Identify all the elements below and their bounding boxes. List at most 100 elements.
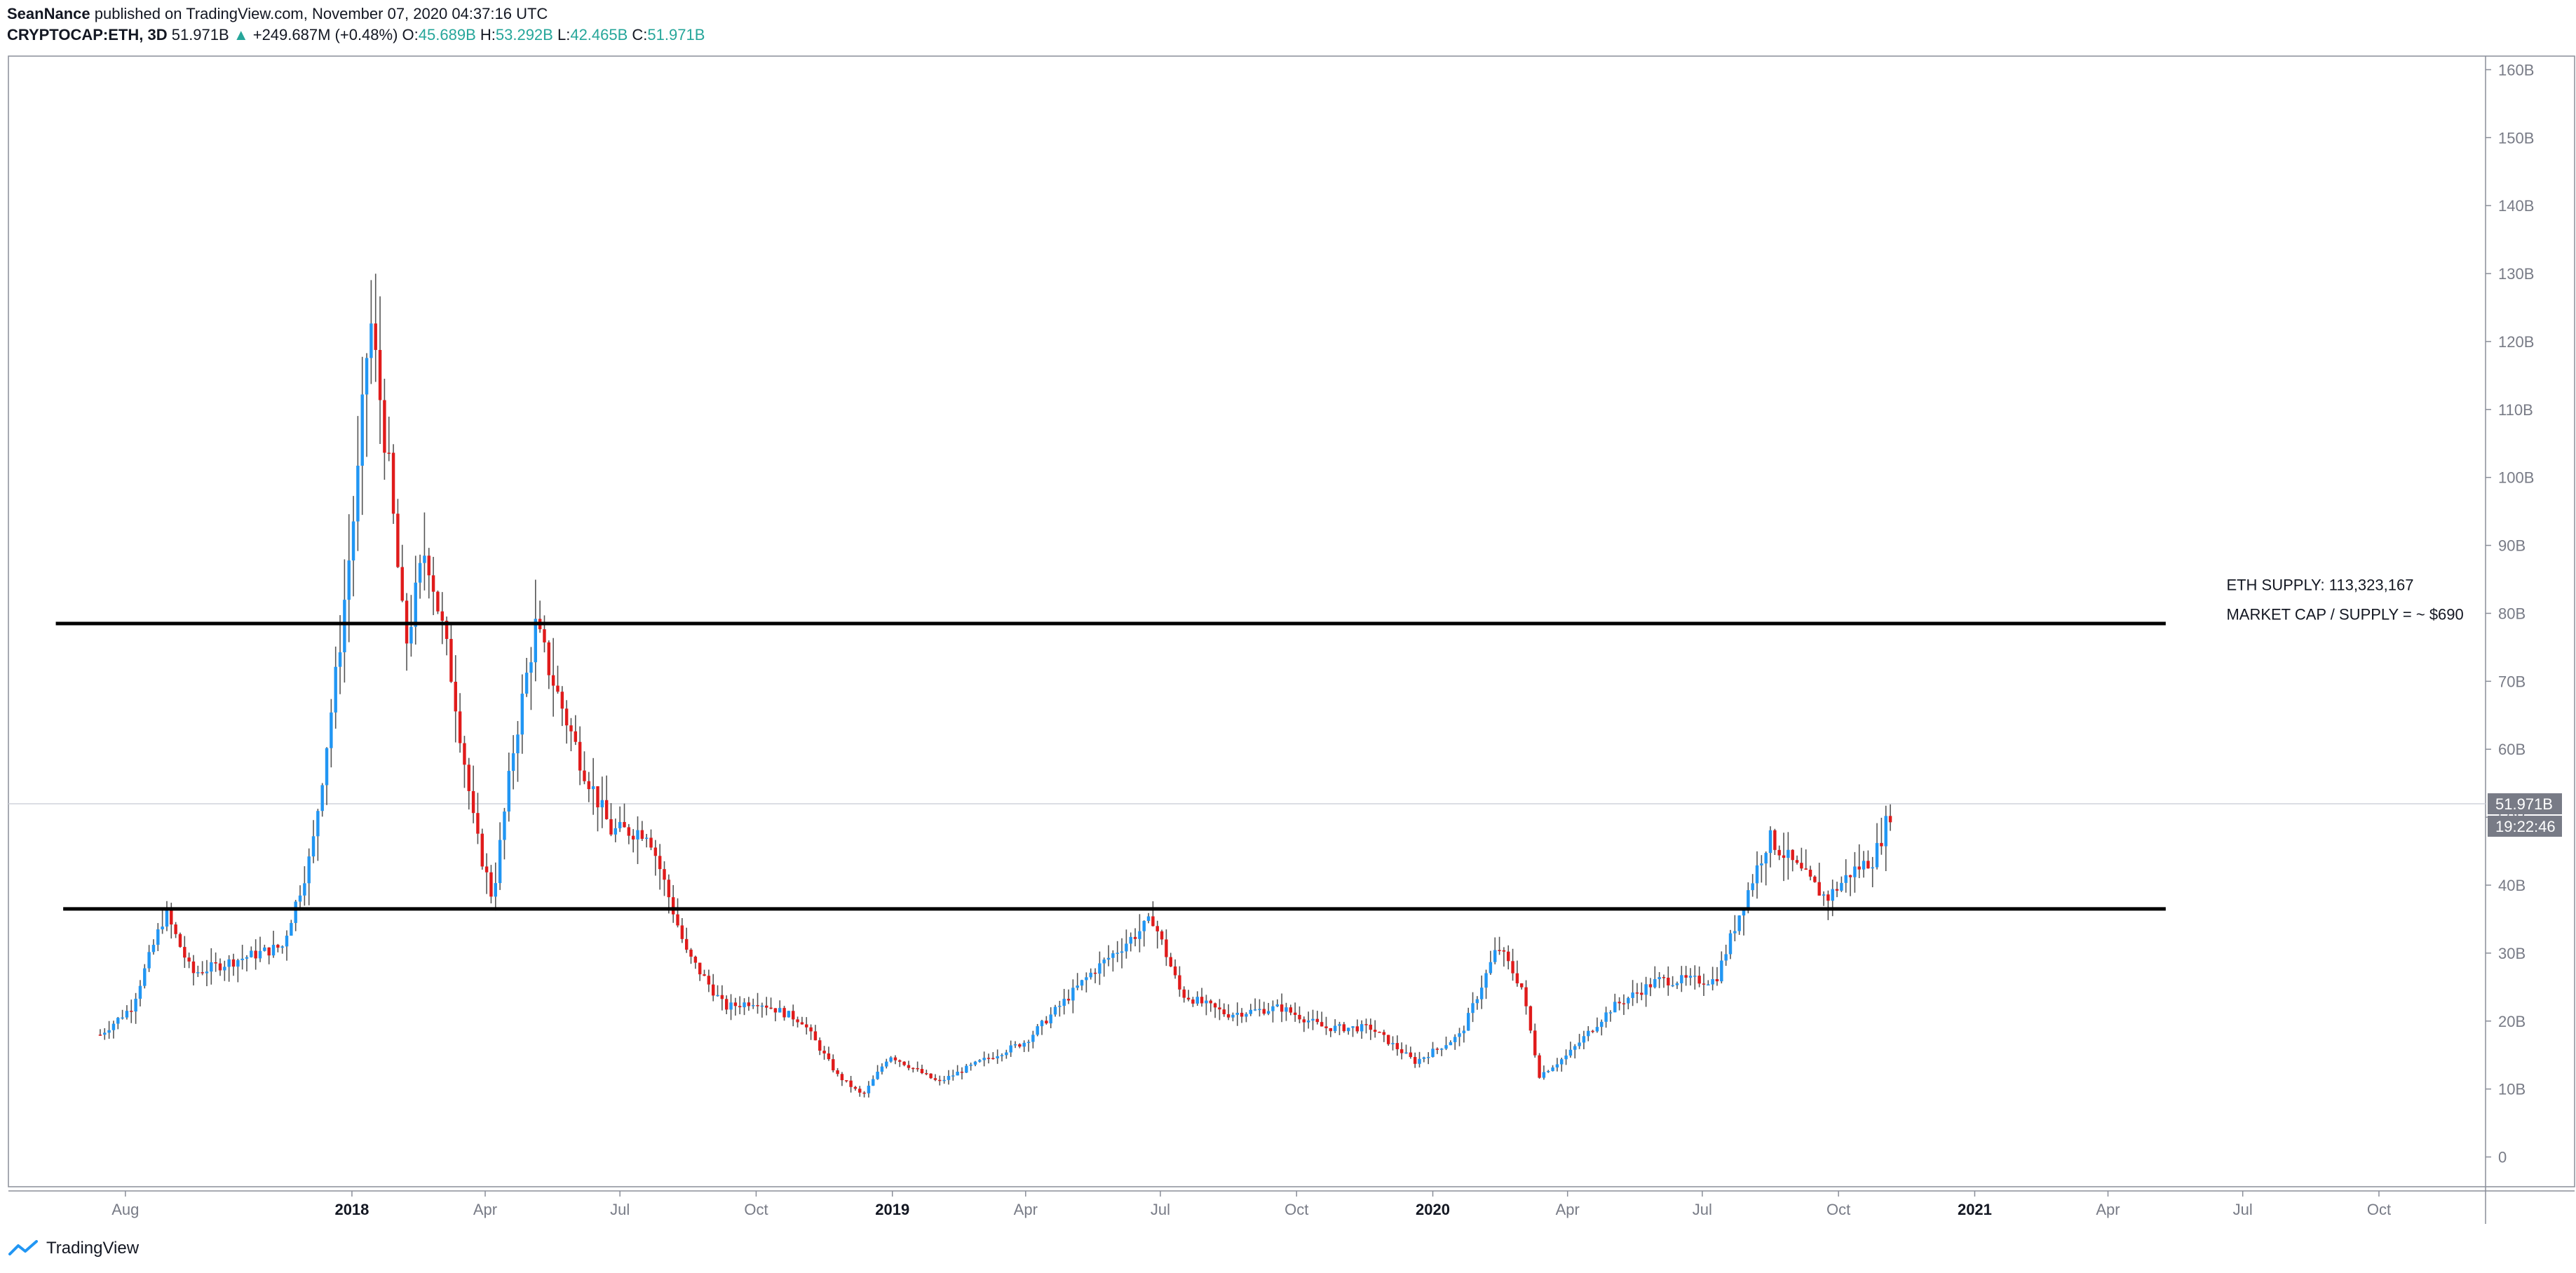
x-tick-label: 2020	[1416, 1201, 1450, 1218]
candle-up	[1022, 1042, 1026, 1047]
candle-down	[609, 819, 613, 835]
candle-up	[1333, 1025, 1337, 1032]
candle-down	[1511, 961, 1514, 974]
candle-down	[827, 1053, 831, 1060]
published-text: published on TradingView.com, November 0…	[94, 5, 548, 22]
author-name[interactable]: SeanNance	[7, 5, 90, 22]
x-tick-label: Apr	[2096, 1201, 2120, 1218]
x-tick-label: 2018	[334, 1201, 369, 1218]
candle-down	[858, 1089, 862, 1093]
candle-up	[1560, 1059, 1564, 1065]
candle-up	[121, 1017, 124, 1019]
candle-up	[205, 971, 209, 974]
candle-up	[1484, 973, 1488, 988]
candle-down	[1155, 926, 1159, 931]
candle-down	[1515, 973, 1519, 984]
candle-down	[183, 947, 187, 958]
candle-down	[374, 323, 377, 350]
candle-up	[1049, 1014, 1052, 1024]
candle-down	[756, 1005, 759, 1006]
candle-down	[1169, 957, 1172, 966]
candle-up	[1026, 1042, 1031, 1043]
candle-up	[885, 1061, 888, 1067]
candle-up	[1613, 1002, 1617, 1013]
candle-up	[1680, 975, 1683, 983]
candle-up	[1844, 875, 1848, 883]
candle-down	[1329, 1028, 1333, 1032]
candle-up	[529, 662, 533, 673]
candle-up	[503, 811, 506, 840]
candle-up	[325, 748, 329, 786]
y-tick-label: 40B	[2498, 877, 2526, 894]
candle-up	[1098, 963, 1101, 974]
candle-down	[1173, 966, 1177, 976]
candle-down	[703, 974, 706, 976]
candle-up	[498, 840, 502, 884]
candle-down	[1848, 875, 1852, 877]
candle-down	[1524, 987, 1528, 1006]
candle-down	[1667, 977, 1670, 985]
x-tick-label: Apr	[1014, 1201, 1038, 1218]
candle-down	[698, 962, 702, 975]
candle-up	[1489, 962, 1493, 974]
candle-down	[1226, 1014, 1231, 1018]
candle-down	[907, 1065, 911, 1068]
candle-up	[1724, 954, 1728, 961]
candle-down	[658, 856, 662, 870]
candle-down	[640, 830, 644, 839]
x-tick-label: 2021	[1958, 1201, 1992, 1218]
candle-down	[1795, 860, 1799, 863]
y-tick-label: 100B	[2498, 469, 2534, 487]
candle-down	[676, 914, 679, 926]
candle-up	[320, 785, 324, 811]
candle-down	[1777, 849, 1781, 856]
candle-down	[832, 1059, 835, 1071]
candle-down	[667, 880, 671, 898]
candle-up	[524, 673, 529, 694]
candle-up	[1346, 1028, 1350, 1032]
candle-up	[1142, 921, 1146, 931]
candle-up	[1471, 1003, 1475, 1013]
candle-up	[1431, 1049, 1435, 1057]
candle-down	[1151, 916, 1155, 927]
candle-down	[604, 800, 609, 819]
candle-up	[867, 1085, 871, 1093]
candle-up	[1884, 816, 1887, 847]
candle-down	[1262, 1009, 1266, 1014]
candle-up	[1205, 1000, 1208, 1004]
candle-up	[103, 1032, 107, 1035]
candle-down	[773, 1008, 778, 1013]
candle-down	[560, 692, 564, 709]
up-arrow-icon: ▲	[233, 26, 249, 43]
candle-up	[760, 1005, 764, 1007]
footer-brand[interactable]: TradingView	[8, 1239, 139, 1258]
last-value: 51.971B	[171, 26, 229, 43]
candle-down	[911, 1067, 915, 1070]
candle-down	[587, 781, 591, 790]
candle-down	[1315, 1018, 1320, 1023]
symbol-label[interactable]: CRYPTOCAP:ETH, 3D	[7, 26, 168, 43]
candle-down	[1622, 1003, 1626, 1004]
candle-down	[1066, 999, 1071, 1001]
candle-down	[1209, 1000, 1212, 1004]
candle-up	[729, 1002, 733, 1010]
y-tick-label: 110B	[2498, 401, 2533, 419]
candle-down	[436, 591, 440, 612]
candle-up	[1391, 1043, 1395, 1044]
candle-up	[1711, 978, 1714, 985]
y-tick-label: 20B	[2498, 1013, 2526, 1030]
candle-up	[360, 394, 364, 466]
candle-up	[1764, 853, 1768, 864]
candle-up	[752, 1005, 755, 1006]
candle-down	[187, 957, 191, 962]
candle-up	[520, 693, 524, 735]
candle-up	[1444, 1045, 1448, 1049]
candle-up	[1245, 1013, 1248, 1017]
candle-down	[445, 621, 449, 639]
y-tick-label: 120B	[2498, 333, 2534, 351]
candle-up	[311, 836, 316, 857]
candle-down	[733, 1002, 738, 1006]
candle-down	[1435, 1049, 1439, 1050]
candle-up	[1875, 842, 1879, 868]
